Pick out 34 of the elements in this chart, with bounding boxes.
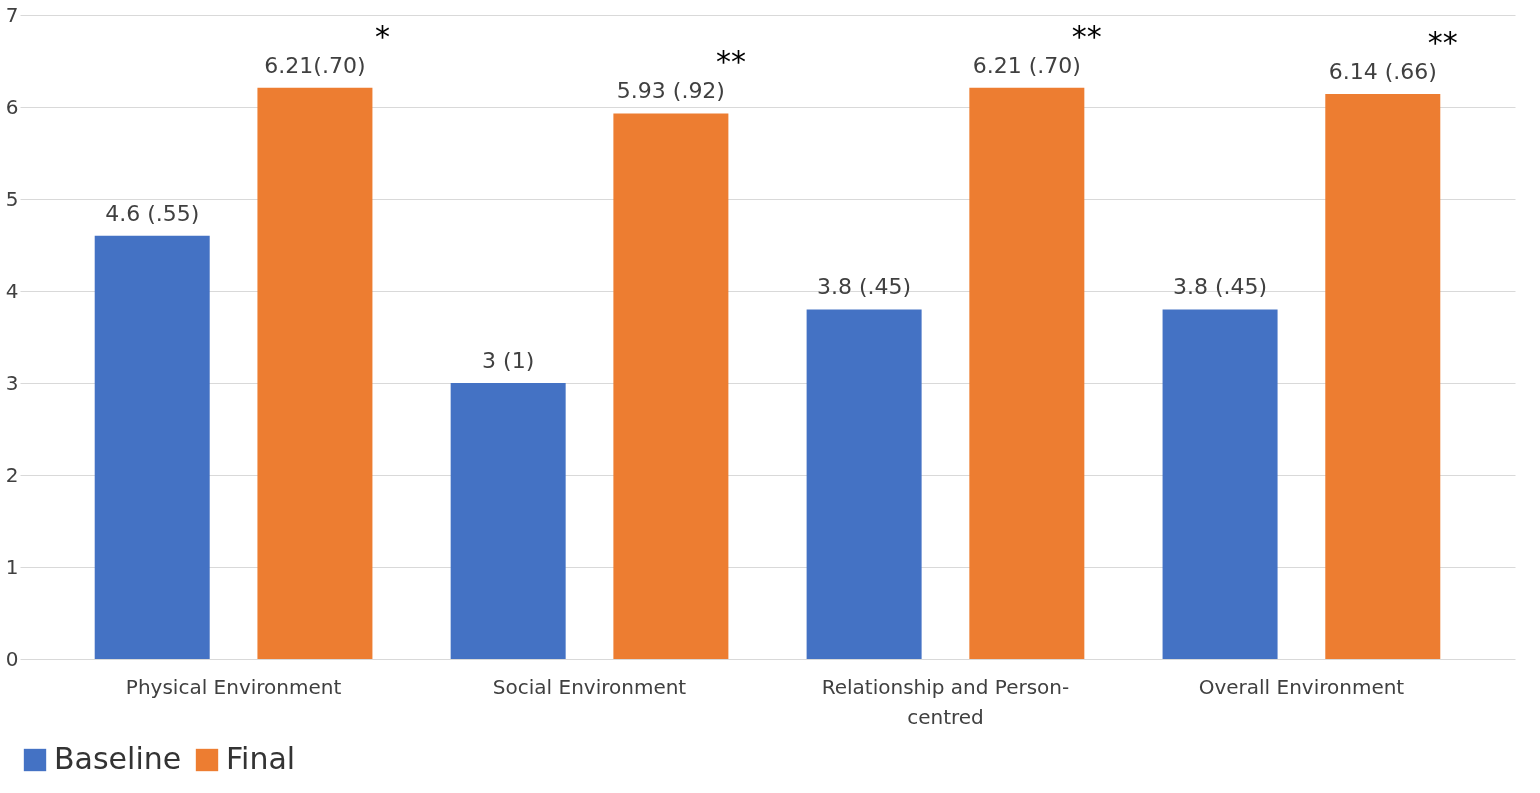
y-tick-label: 3 [5,370,19,395]
bar [613,113,729,659]
y-tick-label: 2 [5,462,19,487]
data-label: 5.93 (.92) [616,78,725,104]
legend-label: Final [226,741,296,776]
y-tick-label: 7 [5,2,19,27]
y-tick-label: 4 [5,278,19,303]
bar [1162,309,1278,659]
x-tick-label: Physical Environment [125,674,342,699]
bar [969,87,1085,659]
data-label: 3 (1) [482,348,535,373]
y-tick-label: 5 [5,186,19,211]
legend-label: Baseline [54,741,182,776]
data-label: 6.21 (.70) [972,52,1081,78]
x-tick-label: Overall Environment [1198,674,1405,699]
data-label: 3.8 (.45) [817,274,912,300]
bar [94,235,210,659]
annotation: ** [1071,18,1102,54]
x-tick-label: Social Environment [492,674,687,699]
bar [1325,94,1441,659]
data-label: 4.6 (.55) [105,200,200,226]
data-label: 6.21(.70) [264,52,366,78]
x-tick-label: Relationship and Person-centred [821,674,1070,729]
bar [257,87,373,659]
bar [450,383,566,659]
annotation: ** [715,44,746,80]
data-label: 3.8 (.45) [1173,274,1268,300]
y-tick-label: 6 [5,94,19,119]
annotation: * [374,18,390,54]
y-tick-label: 0 [5,646,19,671]
data-label: 6.14 (.66) [1328,59,1437,85]
bar [806,309,922,659]
y-tick-label: 1 [5,554,19,579]
annotation: ** [1427,25,1458,61]
